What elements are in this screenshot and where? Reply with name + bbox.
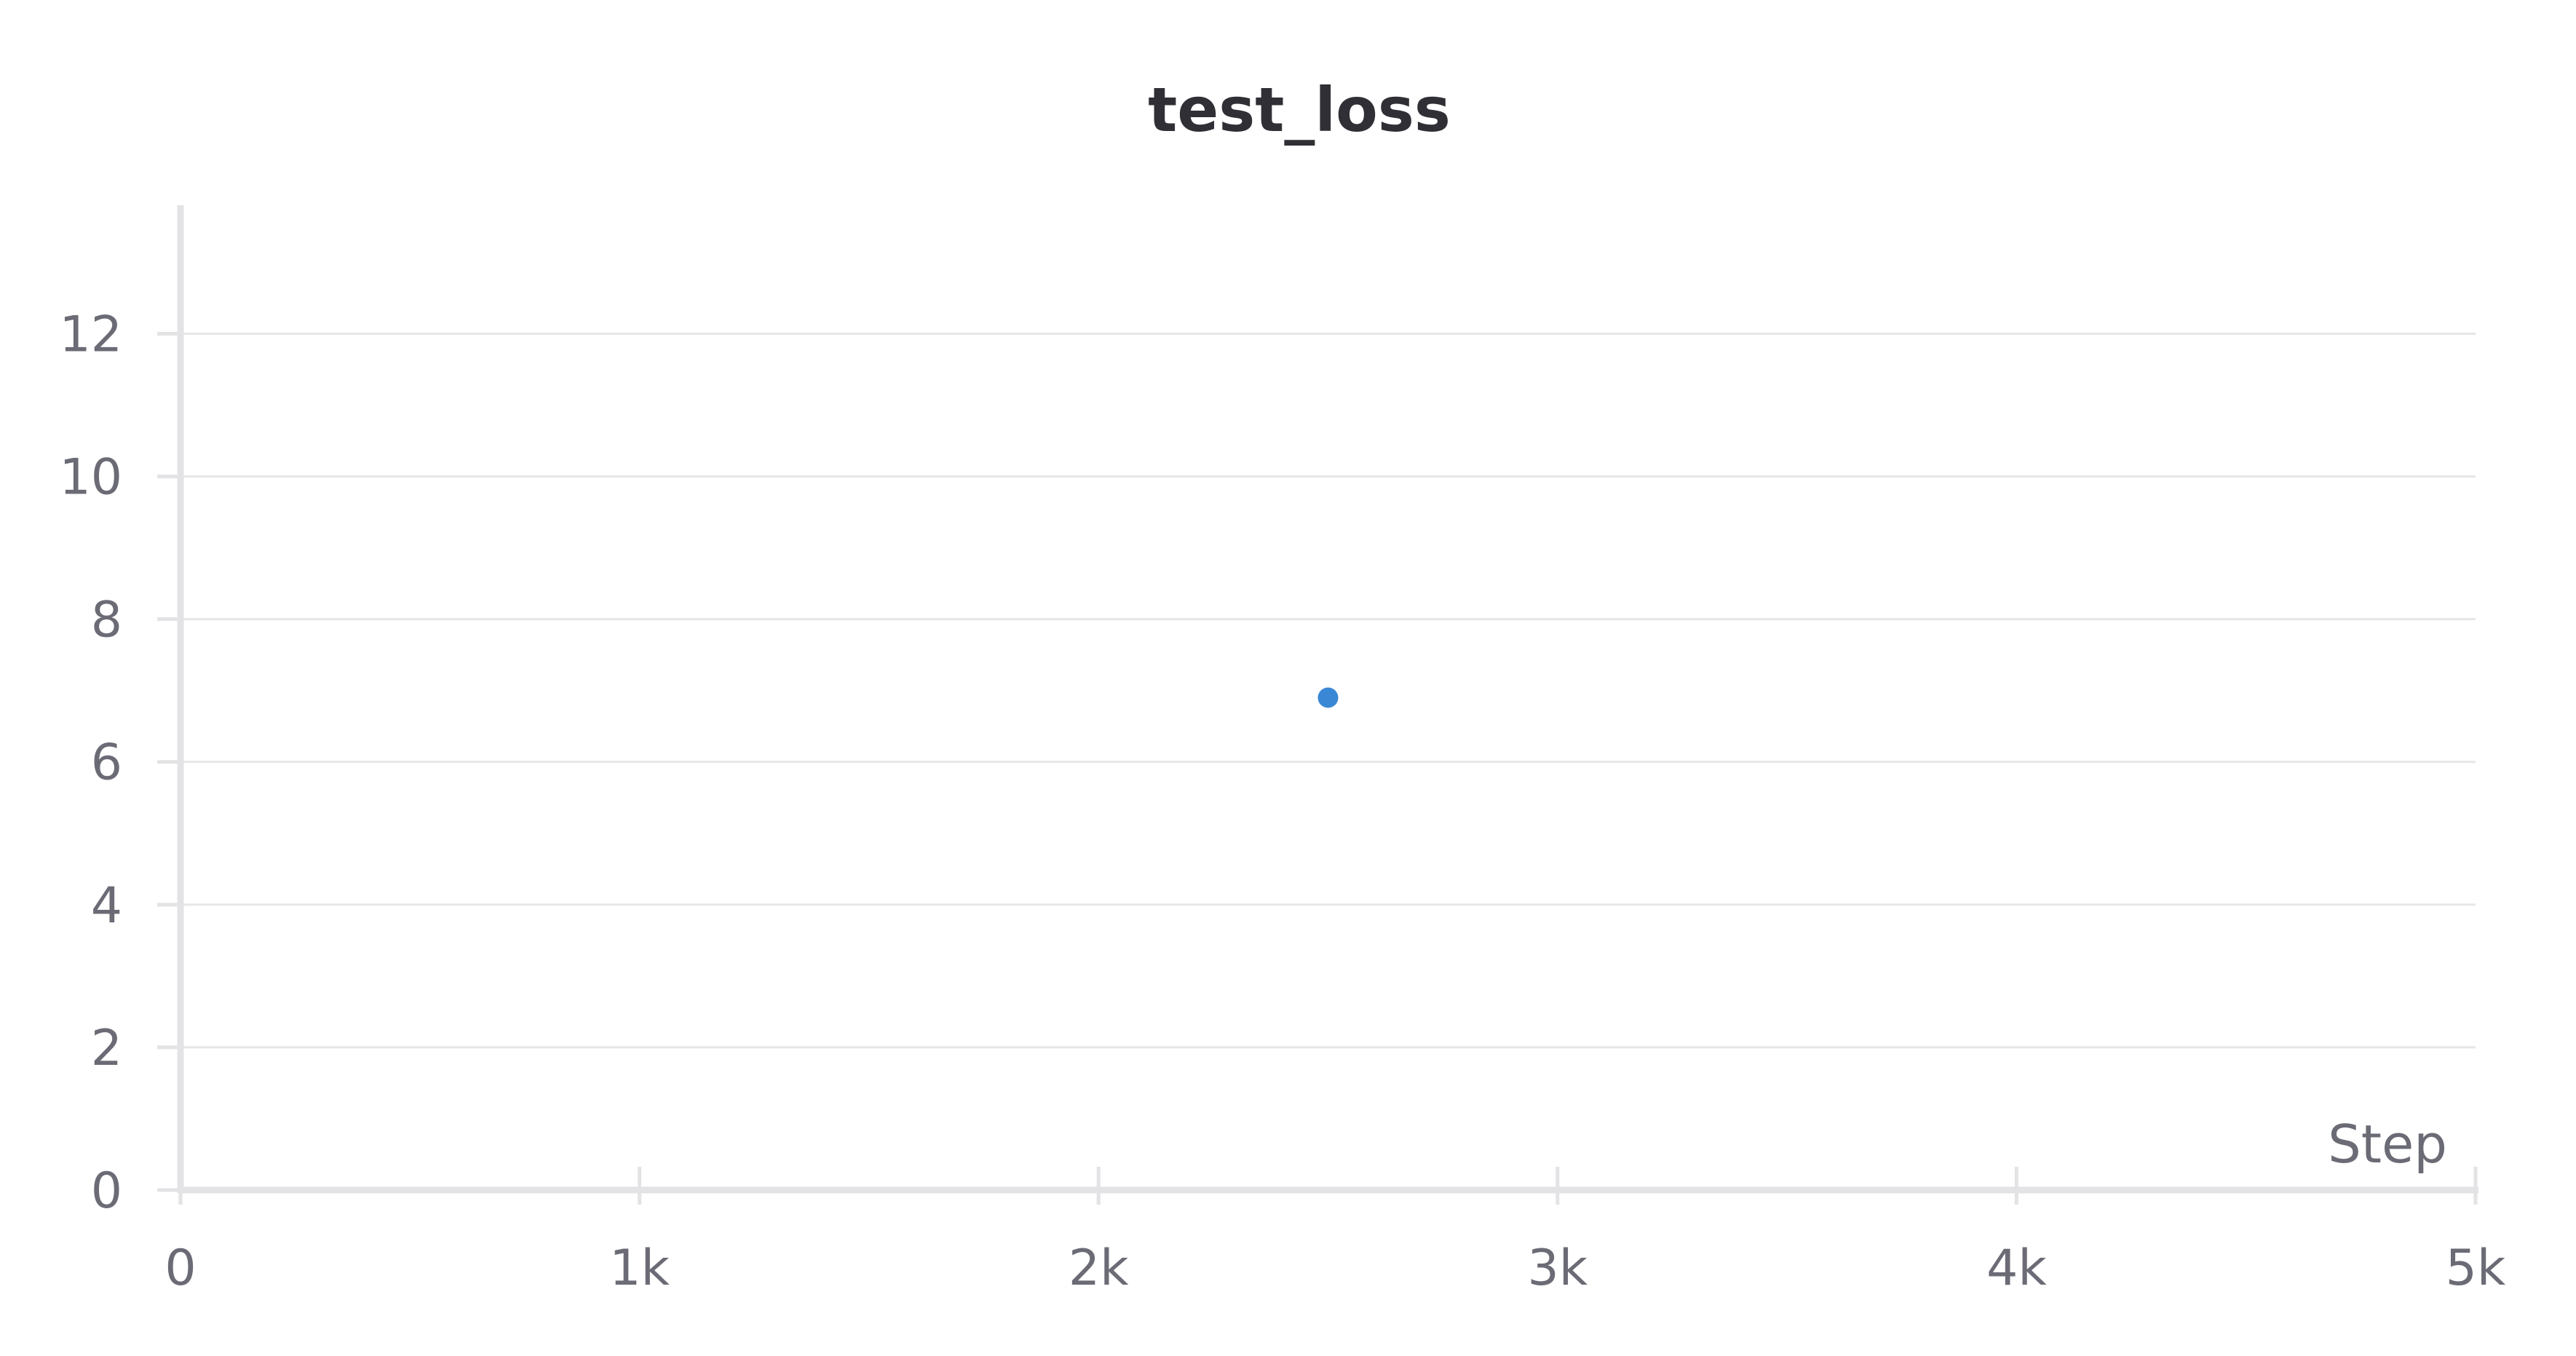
- data-point: [1317, 687, 1339, 708]
- axes: [157, 205, 2478, 1205]
- x-tick-label: 2k: [1069, 1240, 1129, 1297]
- tick-labels: 0 2 4 6 8 10 12 0 1k 2k 3k 4k 5k: [59, 306, 2505, 1297]
- x-tick-label: 1k: [609, 1240, 670, 1297]
- x-tick-label: 4k: [1986, 1240, 2047, 1297]
- y-tick-label: 2: [91, 1020, 122, 1077]
- x-tick-label: 0: [165, 1240, 196, 1297]
- x-axis-label: Step: [2328, 1114, 2447, 1175]
- y-tick-label: 8: [91, 592, 122, 649]
- grid-lines: [181, 332, 2476, 1049]
- y-tick-label: 4: [91, 877, 122, 935]
- x-tick-label: 3k: [1527, 1240, 1588, 1297]
- y-tick-label: 6: [91, 734, 122, 792]
- y-tick-label: 10: [59, 449, 122, 507]
- y-tick-label: 12: [59, 306, 122, 363]
- data-points: [1317, 687, 1339, 708]
- x-tick-label: 5k: [2446, 1240, 2506, 1297]
- y-tick-label: 0: [91, 1162, 122, 1220]
- chart-title: test_loss: [1148, 74, 1451, 146]
